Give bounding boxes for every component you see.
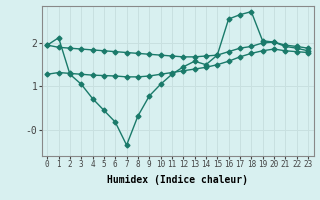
X-axis label: Humidex (Indice chaleur): Humidex (Indice chaleur) (107, 175, 248, 185)
